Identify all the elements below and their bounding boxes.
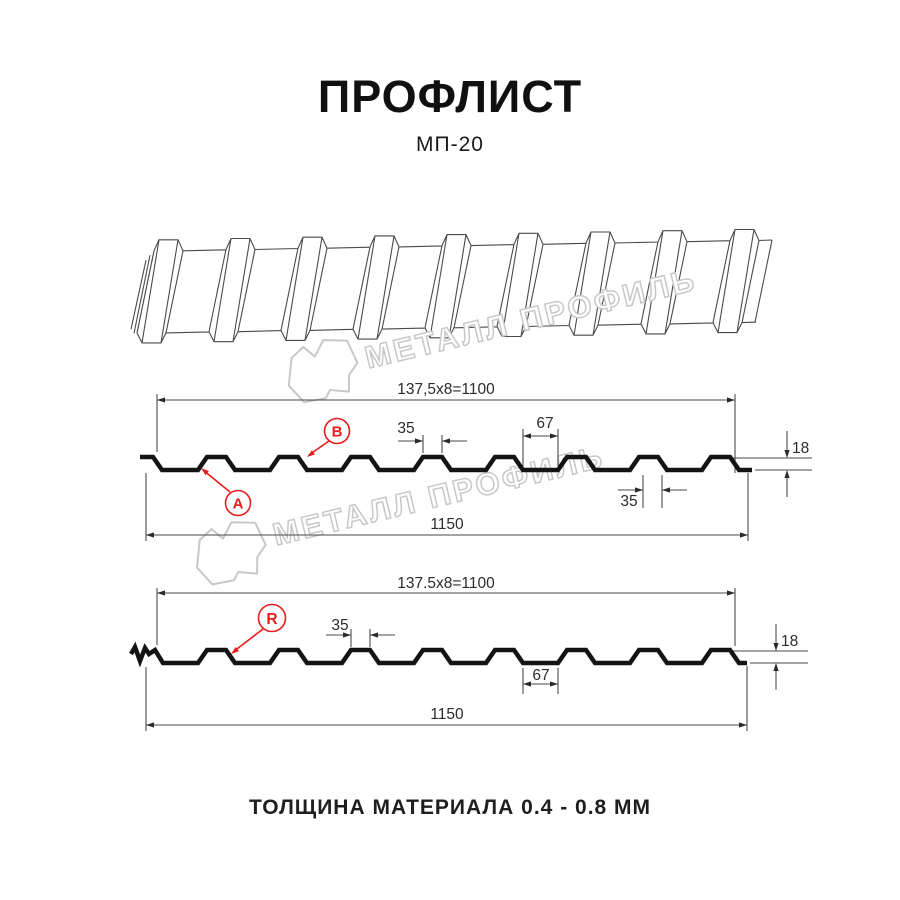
- dim-overall-width: 1150: [430, 516, 464, 533]
- dim-overall-width: 1150: [430, 706, 464, 723]
- marker-a: A: [201, 468, 252, 517]
- sheet-3d-view: [130, 228, 773, 344]
- marker-b-label: B: [332, 424, 343, 441]
- page-title: ПРОФЛИСТ: [317, 71, 583, 122]
- dim-height: 18: [792, 440, 809, 457]
- header: ПРОФЛИСТ МП-20: [0, 74, 900, 157]
- marker-r: R: [231, 603, 287, 654]
- metal-profil-logo-icon: [187, 514, 273, 589]
- dim-module-width: 137,5x8=1100: [397, 381, 495, 398]
- watermark-middle: МЕТАЛЛ ПРОФИЛЬ: [187, 438, 609, 589]
- cross-section-top: 137,5x8=1100 35 67 35 18 1150 B A: [140, 381, 812, 541]
- material-thickness-note: ТОЛЩИНА МАТЕРИАЛА 0.4 - 0.8 ММ: [248, 796, 652, 819]
- cross-section-bottom: 137.5x8=1100 35 67 18 1150 R: [129, 575, 808, 731]
- dim-rib-top: 35: [397, 420, 414, 437]
- profile-outline-bottom-section: [129, 641, 747, 668]
- profile-outline-top-section: [140, 454, 752, 473]
- dim-valley: 67: [532, 667, 549, 684]
- dim-module-width: 137.5x8=1100: [397, 575, 495, 592]
- marker-a-label: A: [233, 496, 244, 513]
- dim-rib-top: 35: [331, 617, 348, 634]
- page-subtitle: МП-20: [416, 133, 484, 156]
- dim-height: 18: [781, 633, 798, 650]
- marker-b: B: [307, 417, 351, 457]
- marker-r-label: R: [266, 611, 277, 628]
- metal-profil-logo-icon: [279, 332, 365, 407]
- dim-rib-bottom: 35: [620, 493, 637, 510]
- dim-valley: 67: [536, 415, 553, 432]
